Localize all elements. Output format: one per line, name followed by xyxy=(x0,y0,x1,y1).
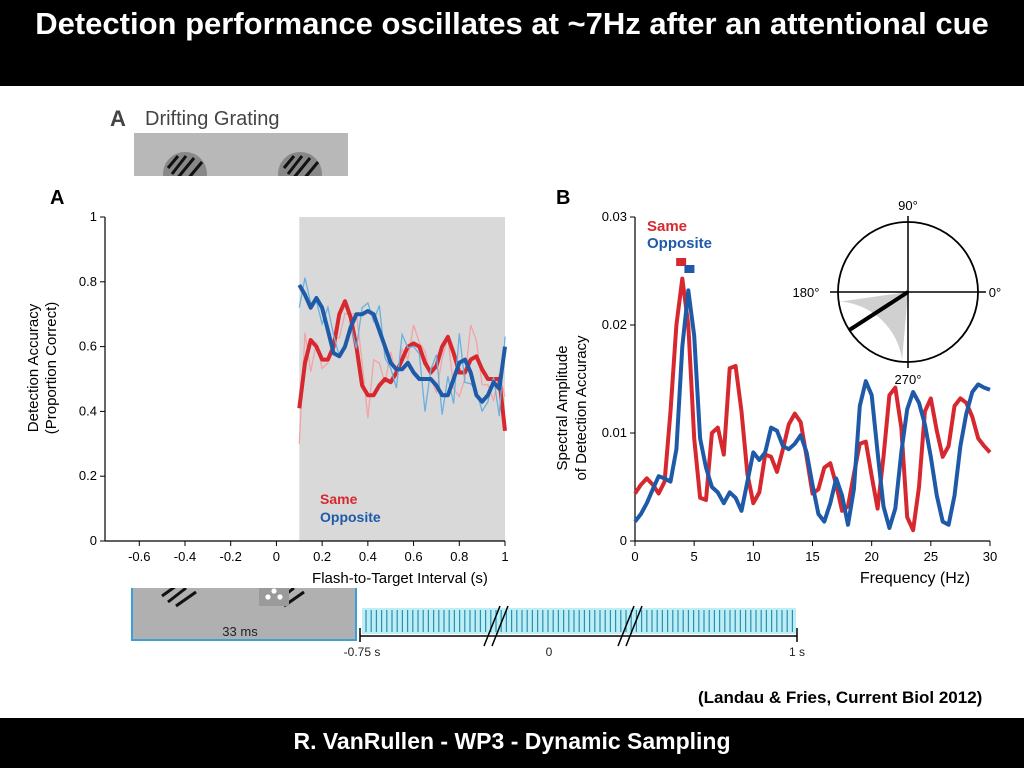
polar-label-0: 0° xyxy=(989,285,1001,300)
slide-footer: R. VanRullen - WP3 - Dynamic Sampling xyxy=(293,728,731,754)
chart-b-x-tick-label: 20 xyxy=(864,549,878,564)
timeline-label-end: 1 s xyxy=(789,645,805,659)
chart-a-x-tick-label: 1 xyxy=(501,549,508,564)
polar-label-270: 270° xyxy=(895,372,922,387)
chart-b-peak-marker-opposite xyxy=(684,265,695,273)
chart-a-x-tick-label: 0 xyxy=(273,549,280,564)
chart-a-line-opposite xyxy=(297,283,507,404)
chart-b-letter: B xyxy=(556,187,570,209)
chart-b-ylabel-line1: Spectral Amplitude xyxy=(554,345,571,470)
timeline-label-start: -0.75 s xyxy=(344,645,381,659)
title-bar xyxy=(0,0,1024,86)
timeline xyxy=(359,605,798,647)
chart-b-x-tick-label: 5 xyxy=(691,549,698,564)
chart-b-x-tick-label: 15 xyxy=(805,549,819,564)
background-panel-title: Drifting Grating xyxy=(145,108,280,130)
chart-b-y-tick-label: 0 xyxy=(620,533,627,548)
chart-a-axes: -0.6 -0.4 -0.2 0 0.2 0.4 0.6 0.8 1 0 0.2 0.4 0.6 0.8 1 xyxy=(79,209,509,564)
footer-bar xyxy=(0,718,1024,768)
chart-b-axes: 0 5 10 15 20 25 30 0 0.01 0.02 0.03 xyxy=(602,209,998,564)
chart-a-x-tick-label: -0.2 xyxy=(220,549,242,564)
chart-b-x-tick-label: 25 xyxy=(924,549,938,564)
figure: A Drifting Grating 33 ms -0.75 s 0 1 s xyxy=(20,106,1024,659)
chart-b: B 0 5 10 15 20 25 30 0 0.01 0.02 0.03 Same Opposit… xyxy=(554,187,997,587)
chart-b-legend-opposite: Opposite xyxy=(647,235,712,252)
chart-b-x-tick-label: 30 xyxy=(983,549,997,564)
polar-phase-vector xyxy=(848,290,910,332)
timeline-break-left xyxy=(483,605,509,647)
polar-shaded-sector xyxy=(840,292,908,360)
figure-panel-bg xyxy=(20,176,1024,588)
background-panel-letter: A xyxy=(110,106,126,131)
chart-a-x-tick-label: -0.6 xyxy=(128,549,150,564)
chart-a-lines xyxy=(297,277,507,444)
chart-a-x-tick-label: 0.4 xyxy=(359,549,377,564)
chart-b-y-tick-label: 0.02 xyxy=(602,317,627,332)
chart-a-legend-same: Same xyxy=(320,491,358,507)
chart-a: A -0.6 -0.4 -0.2 0 0.2 0.4 0.6 0.8 1 0 0.2 0.4 0.6 0.… xyxy=(25,187,509,587)
citation: (Landau & Fries, Current Biol 2012) xyxy=(698,688,983,707)
chart-a-x-tick-label: -0.4 xyxy=(174,549,196,564)
chart-a-raw-line-opposite xyxy=(298,277,506,417)
chart-a-y-tick-label: 0 xyxy=(90,533,97,548)
chart-b-lines xyxy=(633,258,992,533)
chart-b-x-tick-label: 0 xyxy=(631,549,638,564)
chart-a-x-tick-label: 0.6 xyxy=(405,549,423,564)
chart-b-y-tick-label: 0.01 xyxy=(602,425,627,440)
chart-a-y-tick-label: 0.6 xyxy=(79,339,97,354)
polar-inset: 90° 180° 0° 270° xyxy=(793,198,1002,387)
chart-a-x-tick-label: 0.8 xyxy=(450,549,468,564)
chart-b-ylabel-line2: of Detection Accuracy xyxy=(573,335,590,481)
chart-a-y-tick-label: 0.2 xyxy=(79,468,97,483)
chart-a-ylabel-line1: Detection Accuracy xyxy=(25,303,42,432)
chart-a-y-tick-label: 0.4 xyxy=(79,403,97,418)
timeline-break-right xyxy=(617,605,643,647)
chart-a-ylabel-line2: (Proportion Correct) xyxy=(43,302,60,435)
chart-b-x-tick-label: 10 xyxy=(746,549,760,564)
chart-a-letter: A xyxy=(50,187,64,209)
chart-a-y-tick-label: 1 xyxy=(90,209,97,224)
timeline-label-zero: 0 xyxy=(546,645,553,659)
polar-label-90: 90° xyxy=(898,198,918,213)
chart-b-line-opposite xyxy=(633,288,991,530)
chart-b-y-tick-label: 0.03 xyxy=(602,209,627,224)
chart-a-legend-opposite: Opposite xyxy=(320,509,381,525)
chart-a-x-tick-label: 0.2 xyxy=(313,549,331,564)
chart-b-xlabel: Frequency (Hz) xyxy=(860,570,970,587)
chart-a-y-tick-label: 0.8 xyxy=(79,274,97,289)
grating-frame-bottom xyxy=(131,577,357,641)
chart-b-peak-marker-same xyxy=(676,258,687,266)
chart-a-xlabel: Flash-to-Target Interval (s) xyxy=(312,570,488,587)
chart-b-legend-same: Same xyxy=(647,218,687,235)
slide-title: Detection performance oscillates at ~7Hz… xyxy=(35,6,989,41)
duration-label: 33 ms xyxy=(222,624,258,639)
polar-label-180: 180° xyxy=(793,285,820,300)
